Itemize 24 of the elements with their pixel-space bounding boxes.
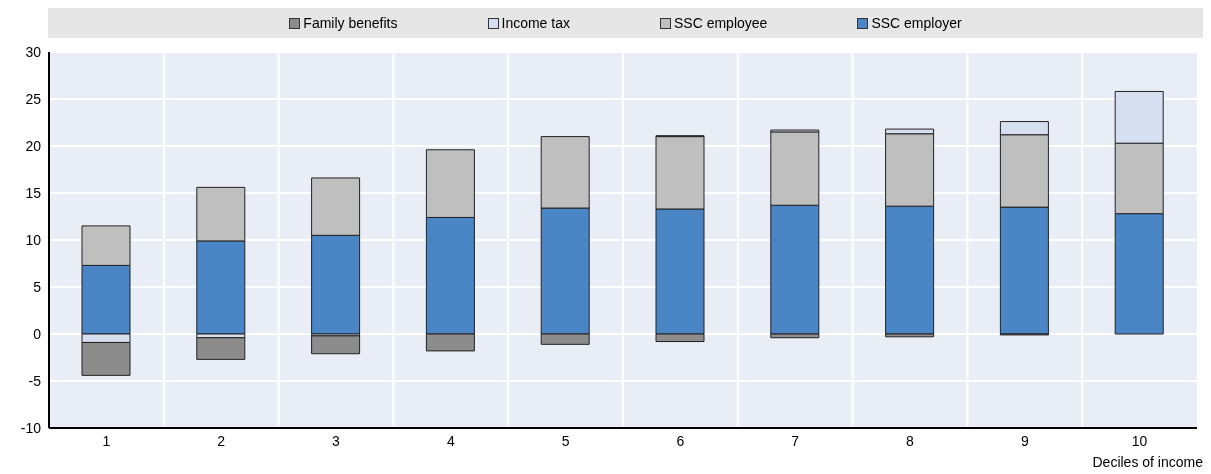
x-tick-label: 10 [1131,432,1148,449]
x-tick-label: 5 [561,432,570,449]
y-tick-label: 0 [33,325,42,342]
x-tick-label: 4 [446,432,455,449]
y-tick-label: 10 [25,231,42,248]
y-tick-label: 20 [25,137,42,154]
y-tick-label: 30 [25,43,42,60]
x-tick-label: 1 [102,432,111,449]
x-axis-title: Deciles of income [1092,454,1203,470]
y-tick-label: 5 [33,278,42,295]
legend-label: Income tax [500,15,570,31]
legend-label: SSC employee [673,15,768,31]
x-tick-label: 9 [1020,432,1029,449]
y-tick-label: 15 [25,184,42,201]
y-tick-label: -5 [28,372,42,389]
legend-label: Family benefits [302,15,398,31]
y-tick-label: 25 [25,90,42,107]
x-tick-label: 2 [217,432,226,449]
x-tick-label: 7 [791,432,800,449]
x-tick-label: 8 [906,432,915,449]
y-tick-label: -10 [20,419,42,436]
legend-label: SSC employer [870,15,962,31]
x-tick-label: 3 [332,432,341,449]
x-tick-label: 6 [676,432,685,449]
